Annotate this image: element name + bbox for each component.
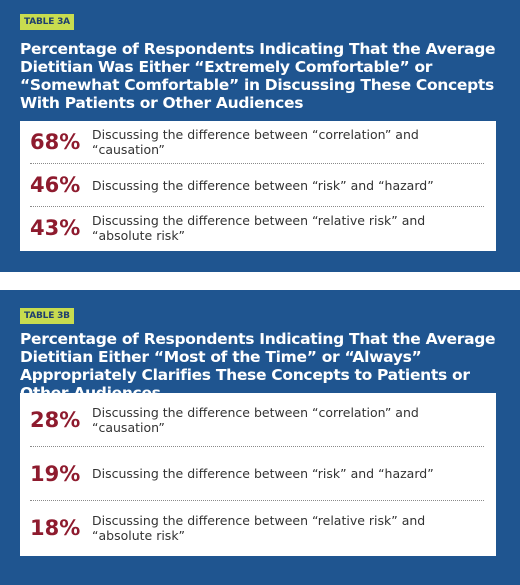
- percentage: 43%: [30, 216, 81, 240]
- row-text: Discussing the difference between “relat…: [92, 213, 426, 243]
- table-body: 68% Discussing the difference between “co…: [20, 121, 496, 251]
- row-text: Discussing the difference between “risk”…: [92, 466, 434, 481]
- row-text: Discussing the difference between “corre…: [92, 127, 419, 157]
- table-row: 19% Discussing the difference between “ri…: [30, 447, 484, 501]
- row-text: Discussing the difference between “corre…: [92, 404, 419, 435]
- table-row: 43% Discussing the difference between “re…: [30, 207, 484, 249]
- table-label: TABLE 3B: [20, 308, 74, 324]
- table-title: Percentage of Respondents Indicating Tha…: [20, 330, 496, 402]
- percentage: 68%: [30, 130, 81, 154]
- table-row: 28% Discussing the difference between “co…: [30, 393, 484, 447]
- percentage: 19%: [30, 461, 81, 486]
- table-label: TABLE 3A: [20, 14, 74, 30]
- row-text: Discussing the difference between “relat…: [92, 512, 426, 543]
- table-title: Percentage of Respondents Indicating Tha…: [20, 40, 496, 112]
- table-panel: TABLE 3B Percentage of Respondents Indic…: [0, 290, 520, 585]
- table-row: 46% Discussing the difference between “ri…: [30, 164, 484, 207]
- row-text: Discussing the difference between “risk”…: [92, 177, 434, 193]
- table-row: 68% Discussing the difference between “co…: [30, 121, 484, 164]
- percentage: 46%: [30, 173, 81, 197]
- percentage: 28%: [30, 407, 81, 432]
- table-panel: TABLE 3A Percentage of Respondents Indic…: [0, 0, 520, 272]
- table-row: 18% Discussing the difference between “re…: [30, 501, 484, 554]
- percentage: 18%: [30, 515, 81, 540]
- table-body: 28% Discussing the difference between “co…: [20, 393, 496, 556]
